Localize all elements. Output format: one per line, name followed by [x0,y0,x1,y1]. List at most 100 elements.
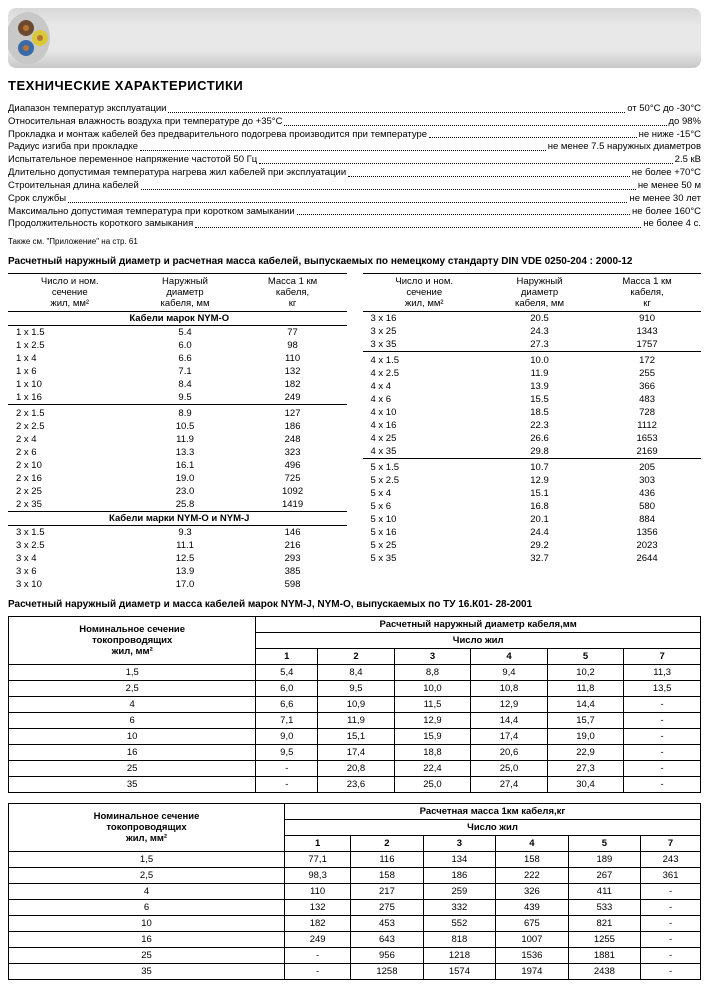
data-cell: 267 [568,868,640,884]
data-cell: 27.3 [486,338,593,352]
data-cell: 5 x 10 [363,513,486,526]
data-cell: 4 x 4 [363,380,486,393]
data-cell: 675 [496,916,568,932]
data-cell: 7,1 [256,713,318,729]
data-cell: 483 [593,393,701,406]
data-cell: 216 [239,539,347,552]
data-cell: 217 [351,884,423,900]
data-cell: 4 x 1.5 [363,354,486,367]
data-cell: 2169 [593,445,701,459]
data-cell: - [641,948,701,964]
data-cell: 3 x 16 [363,312,486,326]
data-cell: 17.0 [131,578,238,591]
data-cell: 6.0 [131,339,238,352]
data-cell: - [624,761,701,777]
spec-label: Прокладка и монтаж кабелей без предварит… [8,129,427,142]
data-cell: 1258 [351,964,423,980]
data-cell: - [641,916,701,932]
data-cell: 5 x 6 [363,500,486,513]
data-cell: 5 x 4 [363,487,486,500]
data-cell: 132 [239,365,347,378]
data-cell: 3 x 1.5 [8,526,131,540]
data-cell: 411 [568,884,640,900]
col-header: 3 [394,649,471,665]
table1-title: Расчетный наружный диаметр и расчетная м… [8,256,701,267]
data-cell: 818 [423,932,495,948]
table2-title: Расчетный наружный диаметр и масса кабел… [8,599,701,610]
data-cell: 182 [285,916,351,932]
table-mass: Номинальное сечениетокопроводящихжил, мм… [8,803,701,980]
col-header: 1 [285,836,351,852]
data-cell: 3 x 2.5 [8,539,131,552]
table-right: Число и ном.сечениежил, мм²Наружныйдиаме… [363,273,702,565]
data-cell: 11.9 [131,433,238,446]
data-cell: 1757 [593,338,701,352]
data-cell: 259 [423,884,495,900]
data-cell: 1 x 1.5 [8,326,131,340]
data-cell: 17,4 [471,729,548,745]
spec-row: Строительная длина кабелейне менее 50 м [8,180,701,193]
data-cell: 533 [568,900,640,916]
data-cell: 1653 [593,432,701,445]
data-cell: 98 [239,339,347,352]
spec-row: Относительная влажность воздуха при темп… [8,116,701,129]
data-cell: 2438 [568,964,640,980]
col-header: 2 [351,836,423,852]
data-cell: 2 x 25 [8,485,131,498]
data-cell: 10.0 [486,354,593,367]
data-cell: 5 x 35 [363,552,486,565]
data-cell: 2644 [593,552,701,565]
data-cell: 1 x 6 [8,365,131,378]
data-cell: 1,5 [9,852,285,868]
data-cell: 248 [239,433,347,446]
data-cell: 9.5 [131,391,238,405]
spec-dots [141,180,636,190]
data-cell: 1356 [593,526,701,539]
data-cell: - [641,932,701,948]
footnote: Также см. "Приложение" на стр. 61 [8,237,701,246]
col-header: Номинальное сечениетокопроводящихжил, мм… [9,617,256,665]
data-cell: - [624,745,701,761]
data-cell: 132 [285,900,351,916]
data-cell: - [641,884,701,900]
col-header: 1 [256,649,318,665]
data-cell: 303 [593,474,701,487]
data-cell: 4 [9,884,285,900]
data-cell: 11,8 [547,681,624,697]
data-cell: 580 [593,500,701,513]
data-cell: 6,0 [256,681,318,697]
group-header: Кабели марки NYM-O и NYM-J [8,512,347,526]
data-cell: 158 [351,868,423,884]
data-cell: 18,8 [394,745,471,761]
data-cell: 9.3 [131,526,238,540]
data-cell: 4 x 25 [363,432,486,445]
col-header: 3 [423,836,495,852]
data-cell: 24.4 [486,526,593,539]
twin-tables: Число и ном.сечениежил, мм²Наружныйдиаме… [8,273,701,591]
data-cell: 11,9 [318,713,395,729]
data-cell: 32.7 [486,552,593,565]
col-header: 4 [471,649,548,665]
data-cell: 249 [239,391,347,405]
data-cell: 10,9 [318,697,395,713]
data-cell: 8,4 [318,665,395,681]
data-cell: 22,4 [394,761,471,777]
data-cell: 25,0 [394,777,471,793]
spec-value: не менее 7.5 наружных диаметров [548,141,701,154]
col-header: 7 [641,836,701,852]
spec-value: не менее 50 м [638,180,701,193]
col-header: 5 [568,836,640,852]
data-cell: - [641,900,701,916]
data-cell: 1419 [239,498,347,512]
data-cell: 4 x 10 [363,406,486,419]
data-cell: 821 [568,916,640,932]
spec-label: Максимально допустимая температура при к… [8,206,295,219]
data-cell: 956 [351,948,423,964]
data-cell: 16.1 [131,459,238,472]
table-left: Число и ном.сечениежил, мм²Наружныйдиаме… [8,273,347,591]
data-cell: 12.9 [486,474,593,487]
spec-row: Максимально допустимая температура при к… [8,206,701,219]
data-cell: 436 [593,487,701,500]
data-cell: 19.0 [131,472,238,485]
spec-row: Прокладка и монтаж кабелей без предварит… [8,129,701,142]
